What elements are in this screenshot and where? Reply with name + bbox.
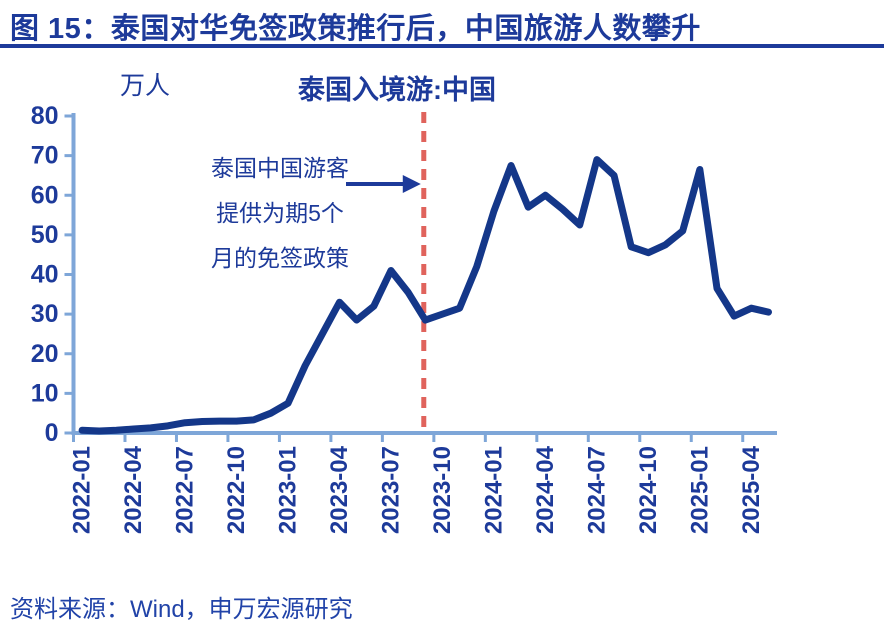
- x-tick-label: 2023-10: [429, 446, 456, 534]
- x-tick-label: 2023-01: [275, 446, 302, 534]
- x-tick-label: 2022-04: [120, 445, 147, 534]
- x-tick-label: 2022-10: [223, 446, 250, 534]
- x-tick-label: 2025-01: [686, 446, 713, 534]
- title-underline: [0, 44, 884, 48]
- policy-annotation: 泰国中国游客 提供为期5个 月的免签政策: [165, 146, 395, 281]
- y-tick-label: 40: [31, 261, 59, 289]
- x-tick-label: 2024-07: [583, 446, 610, 534]
- y-tick-label: 70: [31, 142, 59, 170]
- chart-title: 泰国入境游:中国: [298, 75, 496, 105]
- x-tick-label: 2024-10: [635, 446, 662, 534]
- annotation-line-1: 泰国中国游客: [211, 155, 349, 181]
- x-tick-label: 2022-01: [69, 446, 96, 534]
- annotation-line-3: 月的免签政策: [211, 245, 349, 271]
- x-tick-label: 2023-07: [377, 446, 404, 534]
- y-tick-label: 20: [31, 340, 59, 368]
- x-tick-label: 2022-07: [172, 446, 199, 534]
- x-tick-label: 2023-04: [326, 445, 353, 534]
- y-tick-label: 80: [31, 102, 59, 130]
- series-line-china-arrivals: [78, 156, 772, 435]
- y-tick-label: 10: [31, 379, 59, 407]
- x-tick-label: 2024-01: [480, 446, 507, 534]
- y-tick-label: 50: [31, 221, 59, 249]
- annotation-line-2: 提供为期5个: [216, 200, 344, 226]
- figure-title: 图 15：泰国对华免签政策推行后，中国旅游人数攀升: [10, 13, 701, 45]
- x-tick-label: 2024-04: [532, 445, 559, 534]
- y-tick-label: 0: [45, 419, 59, 447]
- y-tick-label: 60: [31, 181, 59, 209]
- y-tick-label: 30: [31, 300, 59, 328]
- source-note: 资料来源：Wind，申万宏源研究: [10, 596, 353, 623]
- y-axis-unit-label: 万人: [120, 72, 171, 100]
- x-tick-label: 2025-04: [738, 445, 765, 534]
- annotation-arrow-head: [402, 175, 421, 193]
